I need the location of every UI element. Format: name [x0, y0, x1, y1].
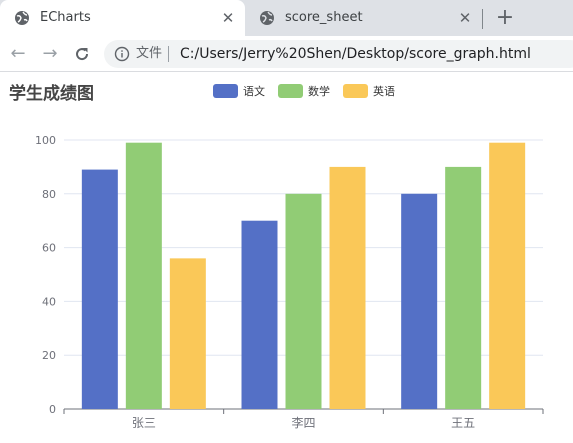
legend-swatch — [278, 84, 303, 98]
x-tick-label: 李四 — [291, 415, 315, 430]
tab-echarts[interactable]: ECharts ✕ — [0, 0, 245, 36]
y-tick-label: 0 — [49, 403, 56, 416]
info-icon[interactable] — [114, 46, 130, 62]
bar-语文 — [241, 220, 278, 409]
chip-divider — [168, 46, 169, 62]
forward-button[interactable]: → — [42, 43, 58, 64]
reload-icon — [76, 48, 89, 61]
bar-语文 — [401, 193, 438, 409]
legend-swatch — [343, 84, 368, 98]
chart-title: 学生成绩图 — [9, 83, 94, 104]
tab-separator — [482, 9, 483, 29]
tab-strip: ECharts ✕ score_sheet ✕ + — [0, 0, 573, 36]
legend-label: 数学 — [308, 84, 330, 98]
bar-数学 — [125, 142, 162, 409]
bar-chart: 学生成绩图 0 20 40 60 80 100 张三 李四 王五 语文 数学 英语 — [9, 83, 544, 430]
close-tab-icon[interactable]: ✕ — [458, 9, 472, 27]
tab-score-sheet[interactable]: score_sheet ✕ — [245, 0, 482, 36]
back-button[interactable]: ← — [10, 43, 26, 64]
bar-数学 — [285, 193, 322, 409]
y-tick-label: 80 — [42, 188, 56, 201]
legend-label: 英语 — [373, 84, 395, 98]
bar-英语 — [489, 142, 526, 409]
y-tick-label: 40 — [42, 295, 56, 308]
legend-label: 语文 — [243, 84, 265, 98]
reload-button[interactable] — [70, 42, 94, 66]
y-tick-label: 100 — [35, 134, 56, 147]
browser-toolbar: ← → 文件 C:/Users/Jerry%20Shen/Desktop/sco… — [0, 36, 573, 72]
globe-icon — [260, 11, 274, 25]
y-tick-label: 20 — [42, 349, 56, 362]
new-tab-button[interactable]: + — [495, 5, 515, 30]
globe-icon — [15, 11, 29, 25]
bar-英语 — [329, 166, 366, 409]
x-tick-label: 王五 — [451, 416, 475, 430]
close-tab-icon[interactable]: ✕ — [221, 9, 235, 27]
url-text[interactable]: C:/Users/Jerry%20Shen/Desktop/score_grap… — [180, 46, 531, 62]
bar-数学 — [445, 166, 482, 409]
bar-语文 — [81, 169, 118, 409]
address-bar[interactable]: 文件 C:/Users/Jerry%20Shen/Desktop/score_g… — [104, 40, 573, 68]
tab-title: score_sheet — [285, 10, 363, 25]
file-chip[interactable]: 文件 — [136, 46, 163, 61]
y-tick-label: 60 — [42, 242, 56, 255]
tab-title: ECharts — [40, 10, 91, 25]
legend-swatch — [213, 84, 238, 98]
bar-英语 — [169, 258, 206, 409]
page-content: 学生成绩图 0 20 40 60 80 100 张三 李四 王五 语文 数学 英语 — [0, 73, 573, 443]
x-tick-label: 张三 — [132, 416, 156, 430]
